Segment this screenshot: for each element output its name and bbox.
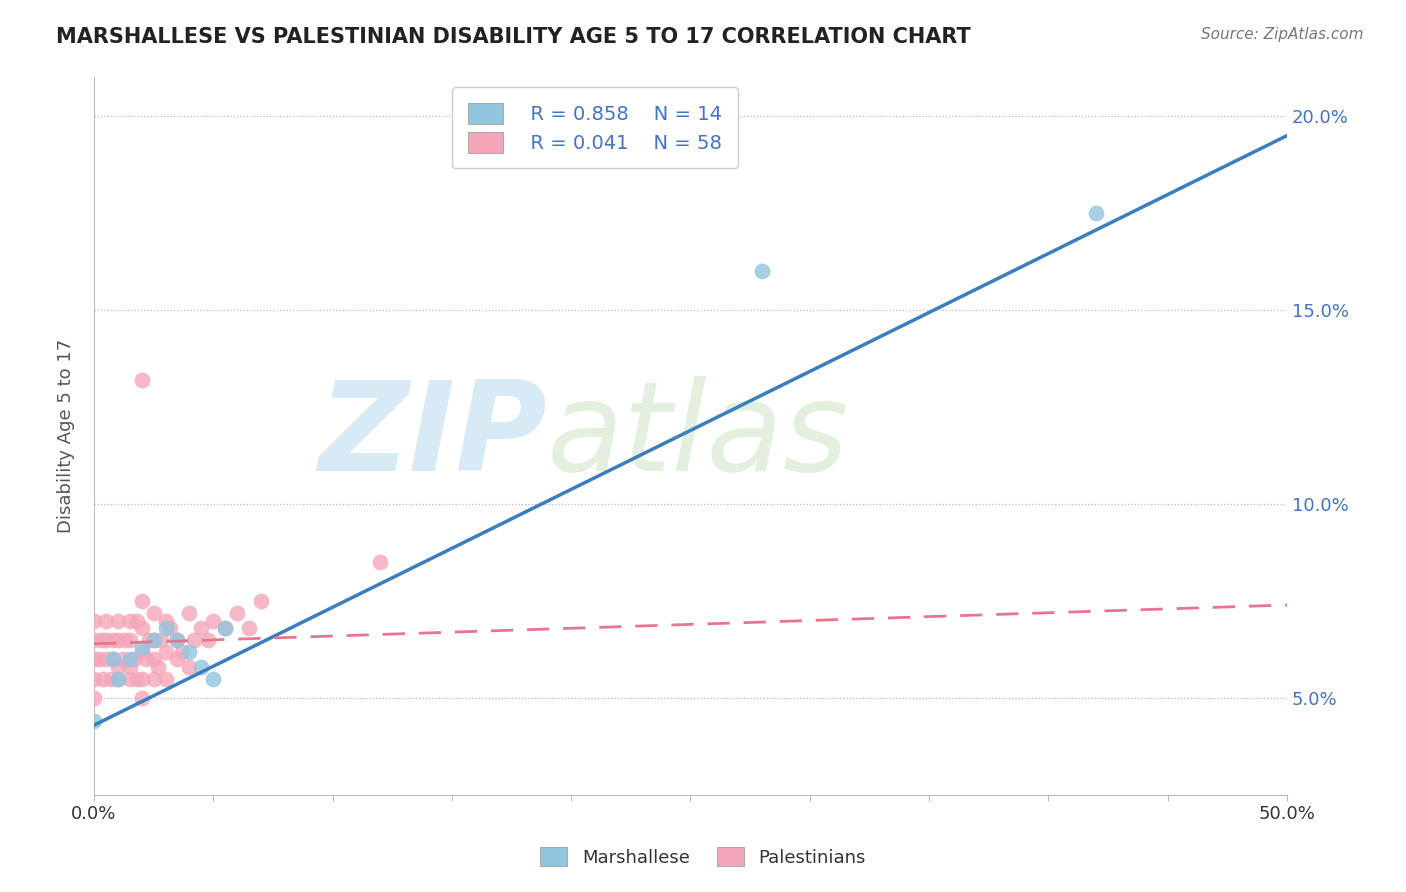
- Text: atlas: atlas: [547, 376, 849, 497]
- Point: [142, 652, 165, 666]
- Point: [118, 632, 141, 647]
- Point: [118, 652, 141, 666]
- Legend:   R = 0.858    N = 14,   R = 0.041    N = 58: R = 0.858 N = 14, R = 0.041 N = 58: [453, 87, 738, 169]
- Point: [155, 644, 177, 658]
- Point: [107, 672, 129, 686]
- Point: [111, 652, 134, 666]
- Point: [179, 644, 201, 658]
- Point: [83, 714, 105, 729]
- Point: [101, 632, 124, 647]
- Point: [183, 632, 205, 647]
- Point: [166, 632, 188, 647]
- Legend: Marshallese, Palestinians: Marshallese, Palestinians: [533, 840, 873, 874]
- Point: [135, 652, 157, 666]
- Point: [107, 672, 129, 686]
- Point: [114, 632, 136, 647]
- Point: [202, 672, 225, 686]
- Point: [101, 652, 124, 666]
- Point: [93, 672, 115, 686]
- Point: [368, 555, 391, 569]
- Point: [100, 672, 122, 686]
- Point: [101, 652, 124, 666]
- Point: [149, 632, 172, 647]
- Point: [131, 621, 153, 635]
- Point: [172, 644, 194, 658]
- Point: [107, 614, 129, 628]
- Point: [118, 672, 141, 686]
- Point: [94, 652, 117, 666]
- Text: Source: ZipAtlas.com: Source: ZipAtlas.com: [1201, 27, 1364, 42]
- Point: [118, 660, 141, 674]
- Point: [83, 691, 105, 706]
- Point: [83, 672, 105, 686]
- Point: [238, 621, 260, 635]
- Point: [131, 644, 153, 658]
- Point: [131, 691, 153, 706]
- Point: [94, 614, 117, 628]
- Text: ZIP: ZIP: [319, 376, 547, 497]
- Point: [1085, 206, 1108, 220]
- Point: [159, 621, 181, 635]
- Point: [83, 614, 105, 628]
- Point: [148, 660, 170, 674]
- Point: [125, 672, 148, 686]
- Point: [118, 614, 141, 628]
- Point: [190, 621, 212, 635]
- Point: [107, 632, 129, 647]
- Point: [166, 632, 188, 647]
- Point: [214, 621, 236, 635]
- Point: [751, 264, 773, 278]
- Point: [94, 632, 117, 647]
- Point: [83, 652, 105, 666]
- Point: [142, 672, 165, 686]
- Point: [124, 652, 146, 666]
- Point: [226, 606, 249, 620]
- Point: [107, 660, 129, 674]
- Point: [155, 621, 177, 635]
- Point: [197, 632, 219, 647]
- Point: [179, 660, 201, 674]
- Point: [125, 614, 148, 628]
- Point: [155, 672, 177, 686]
- Point: [90, 632, 112, 647]
- Point: [131, 672, 153, 686]
- Point: [214, 621, 236, 635]
- Point: [155, 614, 177, 628]
- Point: [131, 640, 153, 655]
- Y-axis label: Disability Age 5 to 17: Disability Age 5 to 17: [58, 339, 75, 533]
- Point: [250, 594, 273, 608]
- Point: [87, 652, 110, 666]
- Point: [142, 606, 165, 620]
- Text: MARSHALLESE VS PALESTINIAN DISABILITY AGE 5 TO 17 CORRELATION CHART: MARSHALLESE VS PALESTINIAN DISABILITY AG…: [56, 27, 972, 46]
- Point: [142, 632, 165, 647]
- Point: [166, 652, 188, 666]
- Point: [142, 632, 165, 647]
- Point: [138, 632, 160, 647]
- Point: [179, 606, 201, 620]
- Point: [83, 632, 105, 647]
- Point: [131, 594, 153, 608]
- Point: [131, 373, 153, 387]
- Point: [190, 660, 212, 674]
- Point: [202, 614, 225, 628]
